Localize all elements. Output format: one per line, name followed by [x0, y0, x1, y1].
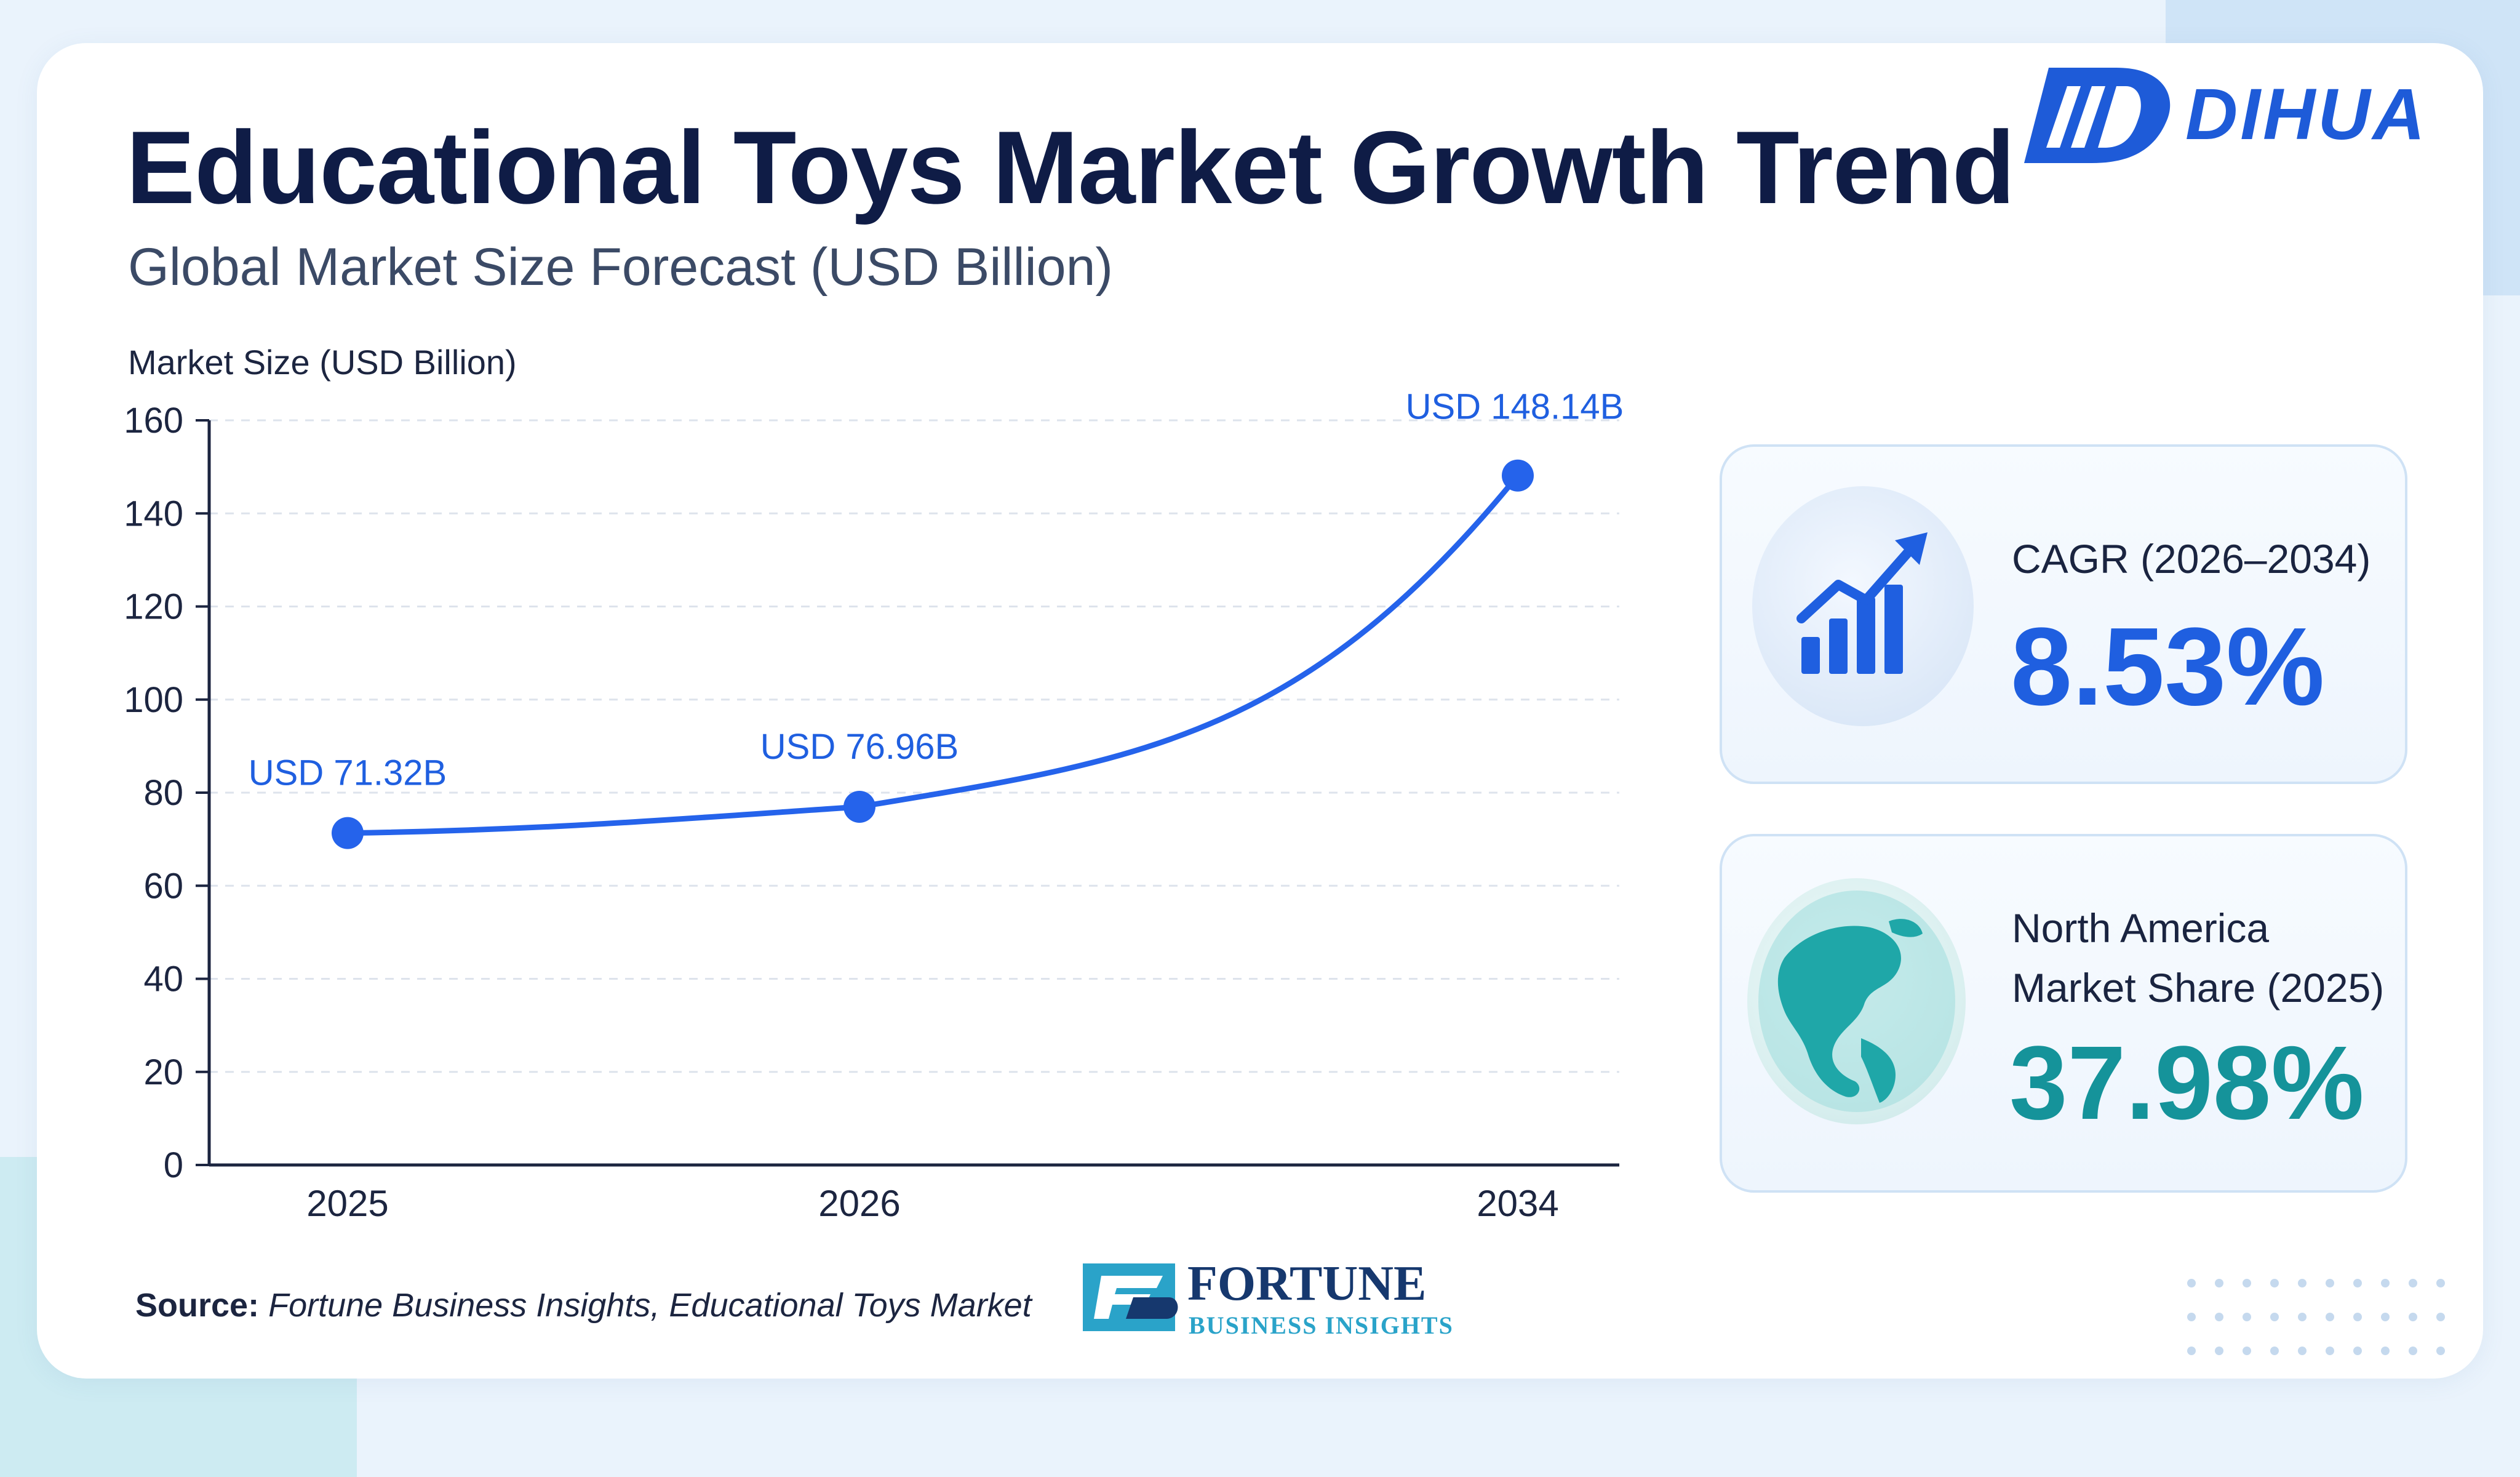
y-tick-label: 40	[143, 959, 183, 999]
dihua-logo-icon	[2024, 68, 2171, 163]
data-label-2025: USD 71.32B	[249, 753, 447, 793]
market-share-label: Market Share (2025)	[2012, 965, 2385, 1011]
page-title: Educational Toys Market Growth Trend	[126, 110, 2015, 225]
decor-dot	[2298, 1313, 2307, 1321]
publisher-name: FORTUNE	[1187, 1257, 1427, 1311]
decor-dot	[2326, 1347, 2334, 1355]
publisher-subtitle: BUSINESS INSIGHTS	[1189, 1311, 1454, 1339]
data-label-2026: USD 76.96B	[760, 727, 959, 767]
data-point-2034	[1502, 459, 1534, 492]
decor-dot	[2436, 1279, 2445, 1287]
decor-dot	[2436, 1313, 2445, 1321]
series-line	[345, 473, 1521, 836]
decor-dot	[2353, 1313, 2362, 1321]
globe-north-america-icon	[1747, 878, 1966, 1124]
decor-dot	[2409, 1347, 2417, 1355]
x-axis-ticks: 2025 2026 2034	[306, 1183, 1558, 1224]
bar-chart-growth-icon	[1752, 486, 1974, 726]
decor-dot	[2187, 1279, 2196, 1287]
data-point-2025	[332, 817, 364, 849]
decor-dot	[2215, 1347, 2223, 1355]
decor-dot	[2270, 1347, 2279, 1355]
decor-dot	[2409, 1313, 2417, 1321]
brand-name: DIHUA	[2185, 74, 2428, 155]
data-point-2026	[843, 790, 875, 823]
y-tick-label: 80	[143, 773, 183, 813]
decor-dot	[2215, 1279, 2223, 1287]
grid-lines	[209, 419, 1619, 1073]
decor-dot	[2187, 1313, 2196, 1321]
decor-dot	[2187, 1347, 2196, 1355]
decor-dot	[2381, 1279, 2390, 1287]
y-tick-label: 100	[124, 680, 183, 720]
y-tick-label: 60	[143, 866, 183, 906]
source-text: Fortune Business Insights, Educational T…	[268, 1287, 1032, 1324]
decor-dot	[2326, 1279, 2334, 1287]
data-label-2034: USD 148.14B	[1406, 387, 1624, 427]
cagr-value: 8.53%	[2011, 605, 2325, 729]
decor-dot	[2298, 1347, 2307, 1355]
decor-dot	[2436, 1347, 2445, 1355]
y-axis-label: Market Size (USD Billion)	[128, 343, 517, 382]
source-note: Source: Fortune Business Insights, Educa…	[135, 1286, 1032, 1324]
line-chart: Market Size (USD Billion) 0 20 40 60 80 100 12…	[124, 343, 1624, 1224]
decor-dot	[2381, 1313, 2390, 1321]
y-tick-label: 160	[124, 401, 183, 441]
decor-dot	[2326, 1313, 2334, 1321]
y-tick-label: 20	[143, 1052, 183, 1092]
decor-dot	[2298, 1279, 2307, 1287]
fortune-business-insights-logo-icon	[1083, 1263, 1178, 1331]
decor-dot	[2215, 1313, 2223, 1321]
x-tick-label: 2026	[818, 1183, 900, 1224]
decor-dot	[2243, 1347, 2251, 1355]
page-subtitle: Global Market Size Forecast (USD Billion…	[128, 238, 1114, 297]
decor-dot	[2409, 1279, 2417, 1287]
x-tick-label: 2034	[1477, 1183, 1558, 1224]
y-axis-ticks: 0 20 40 60 80 100 120 140 160	[124, 401, 209, 1185]
north-america-label: North America	[2012, 905, 2270, 951]
decor-dot	[2243, 1313, 2251, 1321]
decorative-dot-grid	[2187, 1279, 2445, 1355]
cagr-label: CAGR (2026–2034)	[2012, 536, 2371, 582]
decor-dot	[2353, 1347, 2362, 1355]
decor-dot	[2353, 1279, 2362, 1287]
y-tick-label: 120	[124, 587, 183, 627]
y-tick-label: 0	[164, 1145, 183, 1185]
x-tick-label: 2025	[306, 1183, 388, 1224]
decor-dot	[2381, 1347, 2390, 1355]
source-key: Source:	[135, 1287, 260, 1324]
decor-dot	[2243, 1279, 2251, 1287]
y-tick-label: 140	[124, 494, 183, 534]
north-america-share-value: 37.98%	[2009, 1025, 2364, 1142]
decor-dot	[2270, 1279, 2279, 1287]
decor-dot	[2270, 1313, 2279, 1321]
data-labels: USD 71.32B USD 76.96B USD 148.14B	[249, 387, 1624, 793]
data-points	[332, 459, 1534, 849]
